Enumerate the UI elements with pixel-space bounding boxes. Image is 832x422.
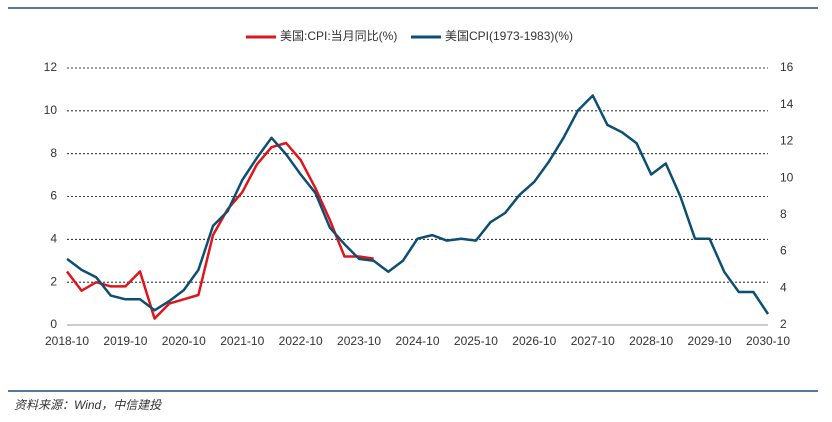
x-tick-label: 2028-10 [629, 334, 673, 348]
y-tick-label: 8 [50, 146, 57, 160]
x-tick-label: 2021-10 [220, 334, 264, 348]
x-tick-label: 2023-10 [337, 334, 381, 348]
x-tick-label: 2027-10 [571, 334, 615, 348]
y-tick-label: 10 [44, 103, 58, 117]
x-tick-label: 2019-10 [103, 334, 147, 348]
y2-tick-label: 10 [780, 170, 794, 184]
y2-tick-label: 14 [780, 97, 794, 111]
y2-tick-label: 16 [780, 60, 794, 74]
y2-tick-label: 12 [780, 134, 794, 148]
x-tick-label: 2030-10 [746, 334, 790, 348]
y-tick-label: 12 [44, 60, 58, 74]
y2-tick-label: 6 [780, 244, 787, 258]
y2-tick-label: 8 [780, 207, 787, 221]
y-tick-label: 2 [50, 274, 57, 288]
series-line [66, 141, 374, 320]
x-tick-label: 2020-10 [162, 334, 206, 348]
legend-label: 美国CPI(1973-1983)(%) [445, 29, 573, 43]
series-line [66, 94, 770, 315]
x-tick-label: 2022-10 [279, 334, 323, 348]
y-tick-label: 0 [50, 317, 57, 331]
legend-label: 美国:CPI:当月同比(%) [280, 29, 397, 43]
x-tick-label: 2029-10 [688, 334, 732, 348]
source: 资料来源：Wind，中信建投 [14, 398, 162, 412]
y2-tick-label: 4 [780, 280, 787, 294]
y-tick-label: 6 [50, 189, 57, 203]
y-tick-label: 4 [50, 232, 57, 246]
x-tick-label: 2025-10 [454, 334, 498, 348]
x-tick-label: 2024-10 [395, 334, 439, 348]
y2-tick-label: 2 [780, 317, 787, 331]
x-tick-label: 2026-10 [512, 334, 556, 348]
x-tick-label: 2018-10 [45, 334, 89, 348]
